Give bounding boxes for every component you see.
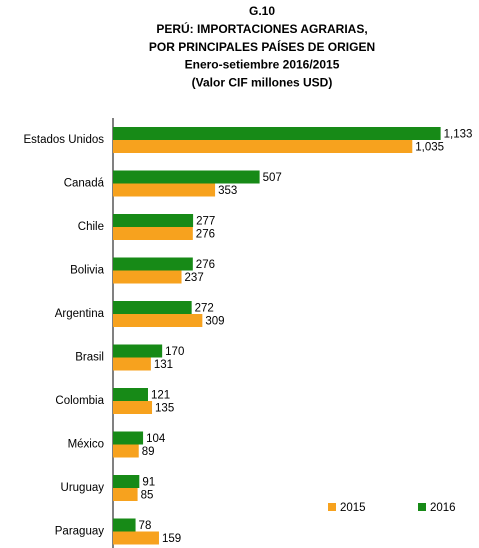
bar [113,127,441,140]
value-label: 1,133 [444,129,473,141]
category-label: Colombia [55,395,104,407]
category-label: México [68,439,104,451]
bar [113,227,193,240]
bar [113,531,159,545]
value-label: 78 [139,520,152,532]
value-label: 353 [218,185,237,197]
value-label: 276 [196,259,215,271]
category-label: Paraguay [55,526,104,538]
bar [113,257,193,271]
bar [113,140,413,153]
bar [113,314,203,327]
value-label: 507 [263,172,282,184]
category-label: Argentina [55,308,105,320]
value-label: 135 [155,403,174,415]
bar [113,444,139,458]
category-label: Uruguay [61,482,105,494]
category-label: Bolivia [70,265,104,277]
chart-title: G.10 [249,4,275,18]
bar [113,475,140,488]
legend-swatch [418,503,426,511]
value-label: 276 [196,229,215,241]
bar [113,357,151,371]
chart-title: (Valor CIF millones USD) [192,75,333,89]
chart-title: Enero-setiembre 2016/2015 [185,58,340,72]
value-label: 170 [165,346,184,358]
value-label: 131 [154,359,173,371]
chart-title: PERÚ: IMPORTACIONES AGRARIAS, [156,21,367,36]
value-label: 159 [162,533,181,545]
bar [113,431,144,445]
legend-swatch [328,503,336,511]
value-label: 277 [196,216,215,228]
bar [113,388,148,401]
value-label: 121 [151,390,170,402]
value-label: 1,035 [415,142,444,154]
bar [113,214,194,227]
value-label: 309 [205,316,224,328]
bar [113,401,153,414]
category-label: Chile [78,221,104,233]
legend-label: 2016 [430,502,456,514]
category-label: Brasil [75,352,104,364]
category-label: Canadá [64,178,105,190]
value-label: 237 [185,272,204,284]
value-label: 91 [142,477,155,489]
legend-label: 2015 [340,502,366,514]
bar [113,170,260,184]
chart-title: POR PRINCIPALES PAÍSES DE ORIGEN [149,39,375,54]
bar [113,518,136,532]
value-label: 104 [146,433,166,445]
bar [113,344,163,358]
value-label: 272 [195,303,214,315]
bar [113,488,138,501]
bar [113,301,192,314]
bar [113,183,216,197]
value-label: 85 [141,490,154,502]
value-label: 89 [142,446,155,458]
category-label: Estados Unidos [23,134,104,146]
bar [113,270,182,284]
